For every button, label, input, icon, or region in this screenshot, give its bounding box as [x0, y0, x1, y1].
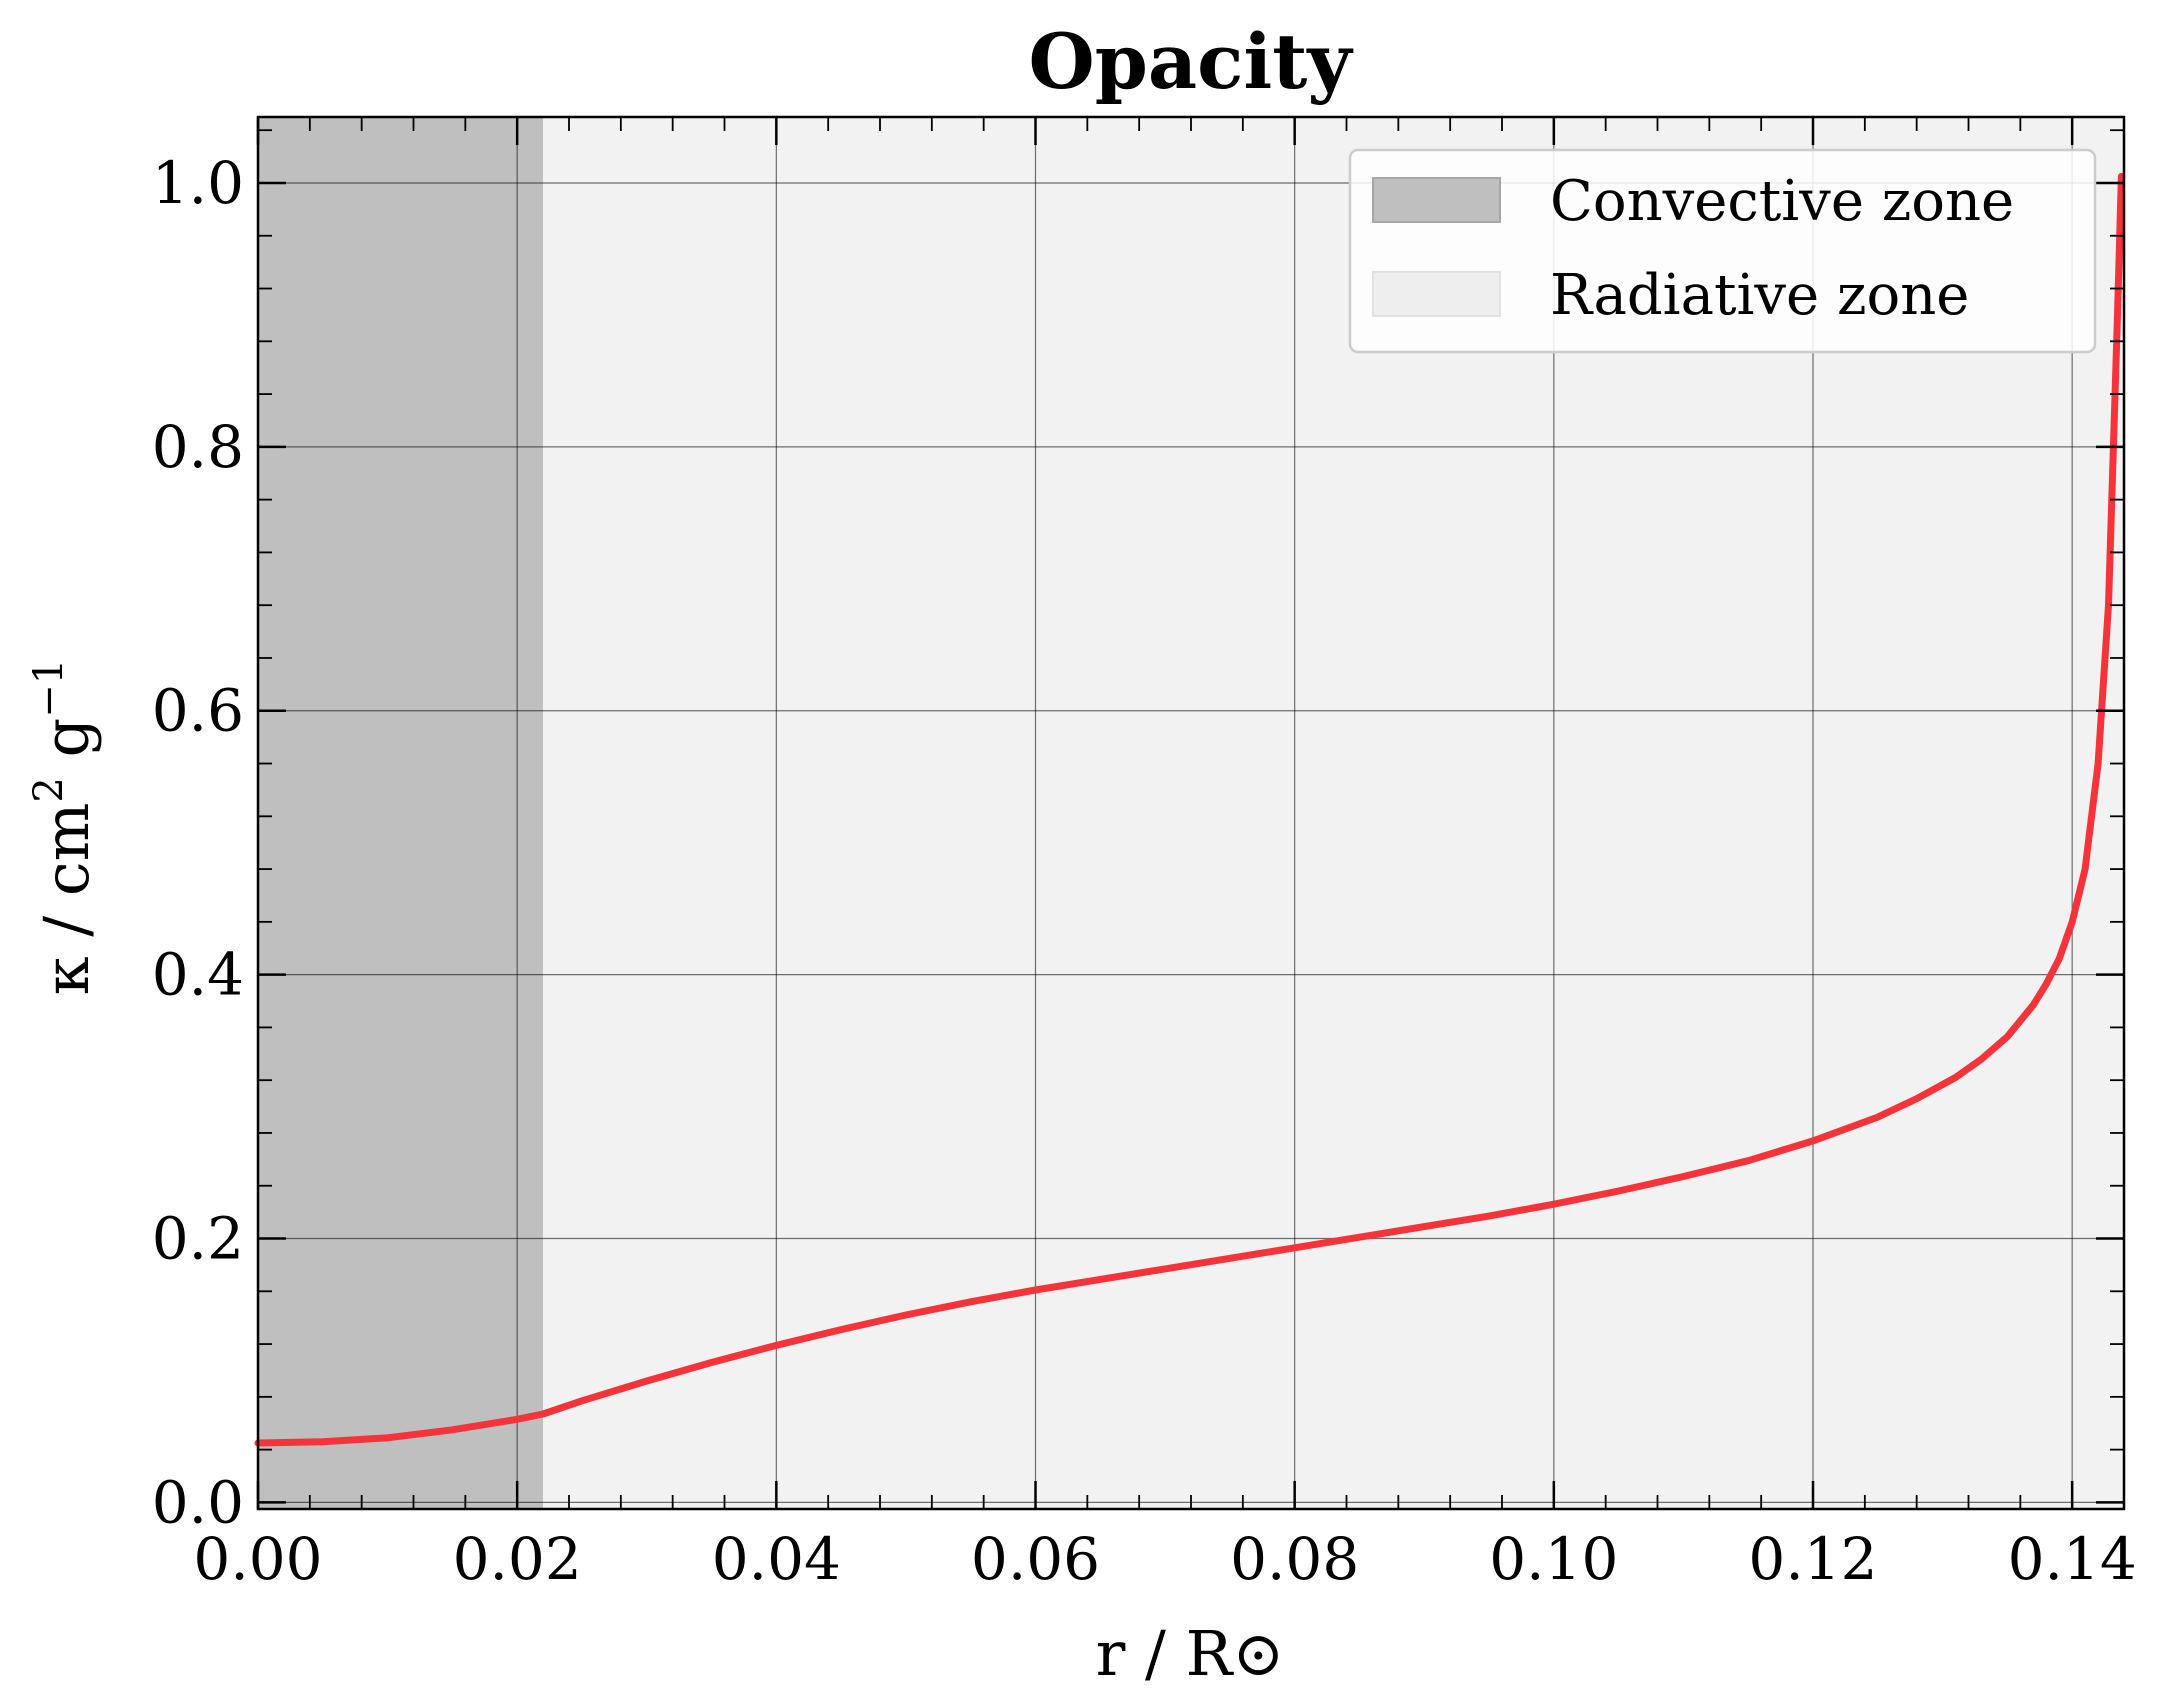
y-axis-title-mid: g — [30, 718, 103, 777]
legend-label-convective: Convective zone — [1550, 169, 2014, 234]
opacity-curve — [254, 172, 2125, 1447]
legend-label-radiative: Radiative zone — [1550, 263, 1969, 328]
region-convective-zone — [258, 117, 544, 1509]
x-tick-label: 0.04 — [712, 1525, 841, 1593]
y-tick-label: 0.4 — [152, 941, 244, 1009]
legend-swatch-convective — [1372, 177, 1501, 223]
axis-ticks — [256, 117, 2125, 1509]
x-tick-label: 0.00 — [193, 1525, 322, 1593]
y-tick-label: 0.6 — [152, 677, 244, 745]
legend: Convective zone Radiative zone — [1348, 148, 2097, 354]
tick-labels: 0.00 0.02 0.04 0.06 0.08 0.10 0.12 0.14 0.0 0.2 0.… — [152, 149, 2137, 1593]
x-axis-title: r / R⊙ — [1096, 1617, 1285, 1690]
x-tick-label: 0.14 — [2008, 1525, 2137, 1593]
x-tick-label: 0.12 — [1748, 1525, 1877, 1593]
x-tick-label: 0.08 — [1230, 1525, 1359, 1593]
y-tick-label: 0.0 — [152, 1468, 244, 1536]
y-tick-label: 0.2 — [152, 1205, 244, 1273]
plot-frame — [256, 115, 2126, 1511]
data-series — [254, 172, 2125, 1447]
x-tick-label: 0.06 — [971, 1525, 1100, 1593]
y-axis-title-sup2: −1 — [26, 659, 72, 718]
y-axis-title-sup1: 2 — [26, 777, 72, 802]
zone-regions — [258, 117, 2125, 1509]
y-tick-label: 1.0 — [152, 149, 244, 217]
chart-title: Opacity — [1029, 17, 1354, 106]
y-axis-title: κ / cm2 g−1 — [26, 659, 103, 995]
legend-box — [1348, 148, 2097, 354]
legend-swatch-radiative — [1372, 271, 1501, 317]
x-tick-label: 0.02 — [453, 1525, 582, 1593]
y-axis-title-base: κ / cm — [30, 803, 103, 996]
x-tick-label: 0.10 — [1489, 1525, 1618, 1593]
y-tick-label: 0.8 — [152, 413, 244, 481]
